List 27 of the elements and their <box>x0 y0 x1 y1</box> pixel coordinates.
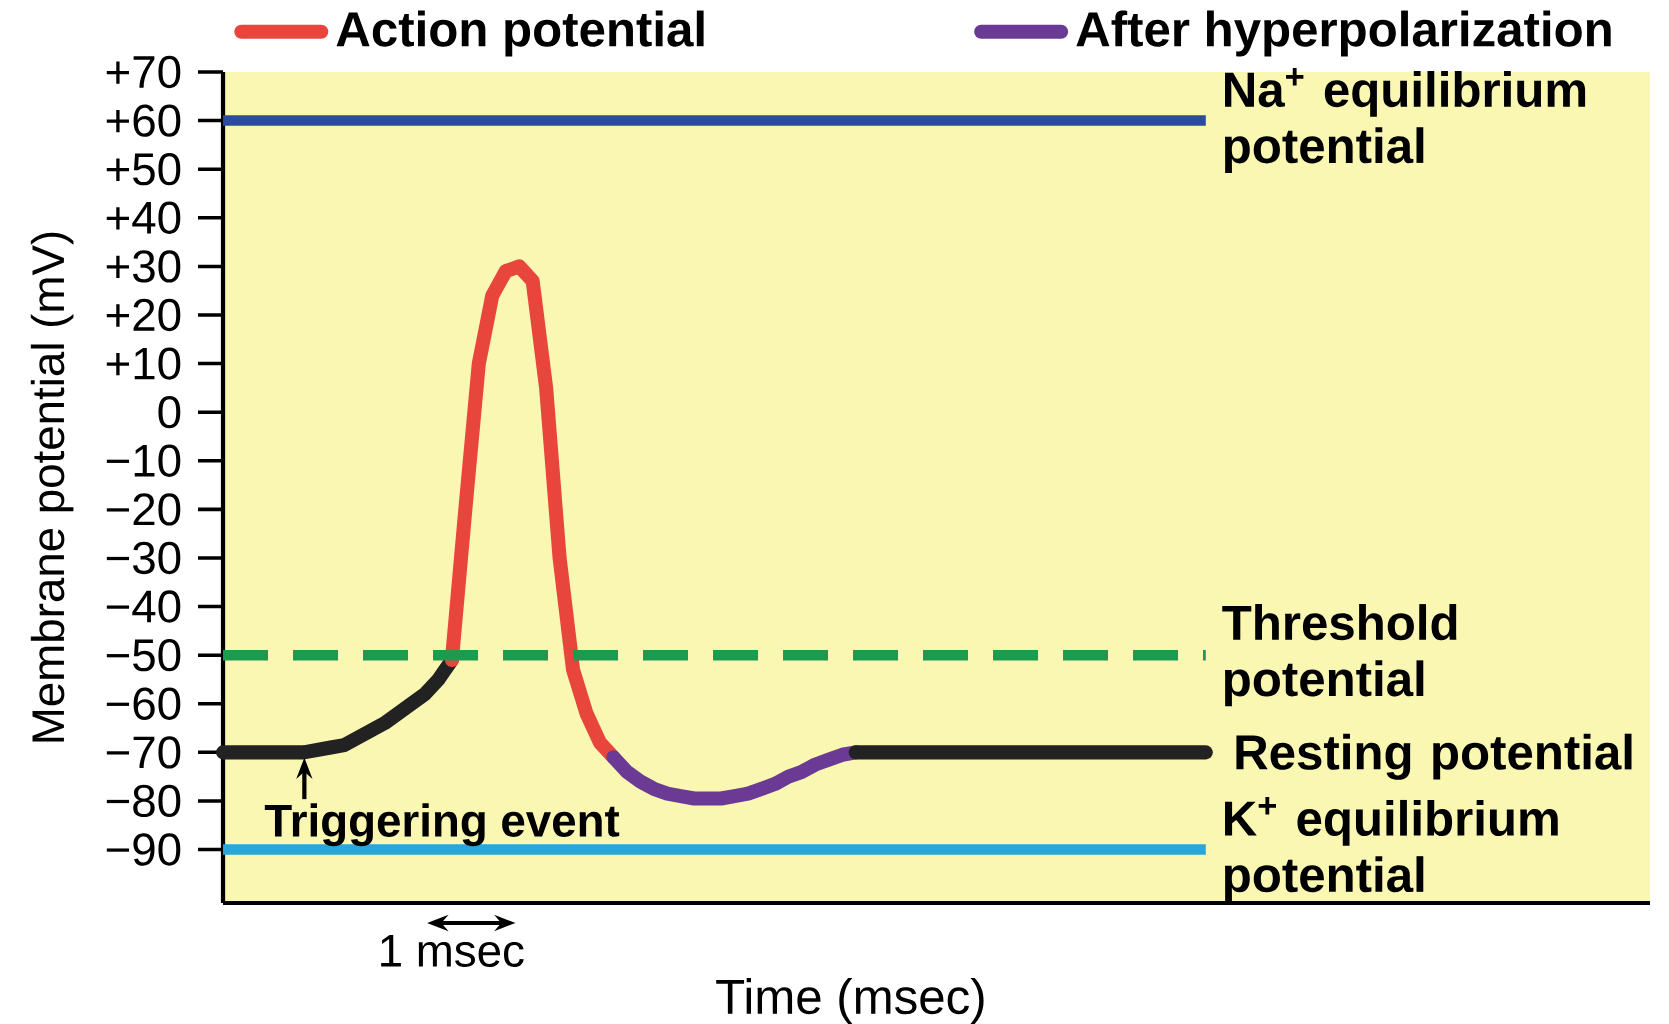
y-tick-label: −80 <box>106 784 181 818</box>
legend-label: Action potential <box>336 10 704 57</box>
ref-line-label: K$^{+}$ equilibrium potential <box>1224 797 1558 903</box>
y-tick-label: +10 <box>106 347 181 380</box>
y-tick-label: −40 <box>106 590 181 623</box>
text: Resting potential <box>1236 733 1632 780</box>
ref-line-label: Na$^{+}$ equilibrium potential <box>1224 68 1586 174</box>
y-tick-label: −10 <box>106 444 181 477</box>
y-tick-label: −50 <box>106 638 181 672</box>
text: 1 msec <box>381 935 524 967</box>
ref-line-label: Threshold potential <box>1222 604 1457 707</box>
y-tick-label: −60 <box>106 687 181 720</box>
y-tick-label: +30 <box>106 250 181 283</box>
y-tick-label: +70 <box>106 55 181 89</box>
y-tick-label: +40 <box>106 201 181 234</box>
legend-label: After hyperpolarization <box>1076 10 1611 57</box>
y-axis-title: Membrane potential (mV) <box>30 232 74 742</box>
y-tick-label: −20 <box>106 493 181 526</box>
y-tick-label: +20 <box>106 298 181 332</box>
y-tick-label: −70 <box>106 736 181 769</box>
y-tick-label: +60 <box>106 104 181 137</box>
y-tick-label: +50 <box>106 153 181 186</box>
y-tick-label: 0 <box>158 395 181 429</box>
annotation: Triggering event <box>264 803 620 847</box>
y-tick-label: −90 <box>106 833 181 866</box>
x-axis-title: Time (msec) <box>716 978 984 1024</box>
y-tick-label: −30 <box>106 541 181 575</box>
